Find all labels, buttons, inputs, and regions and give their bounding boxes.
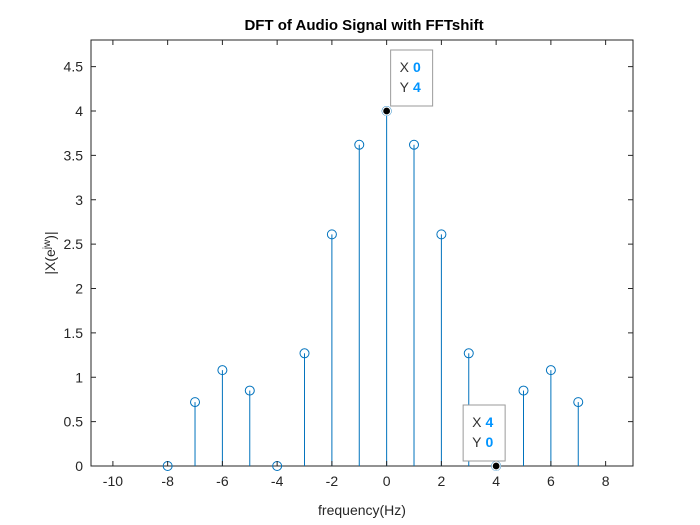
- y-tick-label: 4: [75, 103, 83, 119]
- datatips: X 0Y 4X 4Y 0: [382, 49, 506, 471]
- y-tick-label: 3.5: [64, 147, 84, 163]
- x-tick-label: -4: [271, 473, 284, 489]
- stem-marker[interactable]: [409, 139, 420, 150]
- y-axis-ticks: 0 0.5 1 1.5 2 2.5 3 3.5 4 4.5: [64, 59, 633, 474]
- y-tick-label: 2.5: [64, 236, 84, 252]
- stem-marker[interactable]: [326, 229, 337, 240]
- datatip-box: [462, 404, 506, 462]
- datatip-x-label: X: [472, 414, 482, 430]
- x-axis-label: frequency(Hz): [318, 502, 406, 518]
- x-tick-label: 0: [383, 473, 391, 489]
- y-axis-label-base: |X(e: [42, 249, 58, 275]
- datatip-y-value: 4: [413, 79, 421, 95]
- stem-marker[interactable]: [190, 397, 201, 408]
- x-tick-label: -10: [103, 473, 123, 489]
- stem-marker[interactable]: [463, 348, 474, 359]
- stem-marker[interactable]: [244, 385, 255, 396]
- datatip[interactable]: X 4Y 0: [462, 404, 506, 471]
- y-tick-label: 1: [75, 369, 83, 385]
- datatip[interactable]: X 0Y 4: [382, 49, 434, 116]
- stem-marker[interactable]: [299, 348, 310, 359]
- datatip-y-label: Y: [400, 79, 410, 95]
- y-tick-label: 0: [75, 458, 83, 474]
- stem-marker[interactable]: [354, 139, 365, 150]
- x-axis-ticks: -10 -8 -6 -4 -2 0 2 4 6 8: [103, 40, 610, 489]
- stem-marker[interactable]: [518, 385, 529, 396]
- x-tick-label: 2: [437, 473, 445, 489]
- datatip-x-value: 0: [413, 59, 421, 75]
- y-tick-label: 3: [75, 192, 83, 208]
- chart-title: DFT of Audio Signal with FFTshift: [244, 17, 483, 34]
- y-tick-label: 4.5: [64, 59, 84, 75]
- datatip-x-value: 4: [485, 414, 493, 430]
- stem-marker[interactable]: [436, 229, 447, 240]
- axes-box: [90, 39, 634, 467]
- y-axis-label: |X(ejw)|: [42, 231, 59, 274]
- datatip-box: [390, 49, 434, 107]
- datatip-y-value: 0: [485, 434, 493, 450]
- stem-marker[interactable]: [217, 365, 228, 376]
- stem-markers: [162, 106, 584, 471]
- x-tick-label: -8: [161, 473, 174, 489]
- x-tick-label: -6: [216, 473, 229, 489]
- x-tick-label: 4: [492, 473, 500, 489]
- x-tick-label: 8: [602, 473, 610, 489]
- y-tick-label: 1.5: [64, 325, 84, 341]
- y-axis-label-superscript: jw: [42, 239, 53, 250]
- y-tick-label: 0.5: [64, 414, 84, 430]
- y-tick-label: 2: [75, 281, 83, 297]
- y-axis-label-tail: )|: [42, 231, 58, 239]
- datatip-x-label: X: [400, 59, 410, 75]
- stem-marker[interactable]: [573, 397, 584, 408]
- x-tick-label: -2: [326, 473, 339, 489]
- datatip-point: [491, 461, 501, 471]
- stem-marker[interactable]: [545, 365, 556, 376]
- datatip-point: [382, 106, 392, 116]
- x-tick-label: 6: [547, 473, 555, 489]
- datatip-y-label: Y: [472, 434, 482, 450]
